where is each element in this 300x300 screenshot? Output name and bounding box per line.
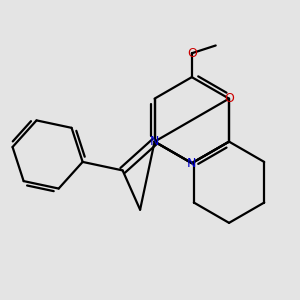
Text: O: O xyxy=(224,92,234,105)
Text: O: O xyxy=(187,47,197,60)
Text: N: N xyxy=(150,135,159,148)
Text: N: N xyxy=(187,157,196,169)
